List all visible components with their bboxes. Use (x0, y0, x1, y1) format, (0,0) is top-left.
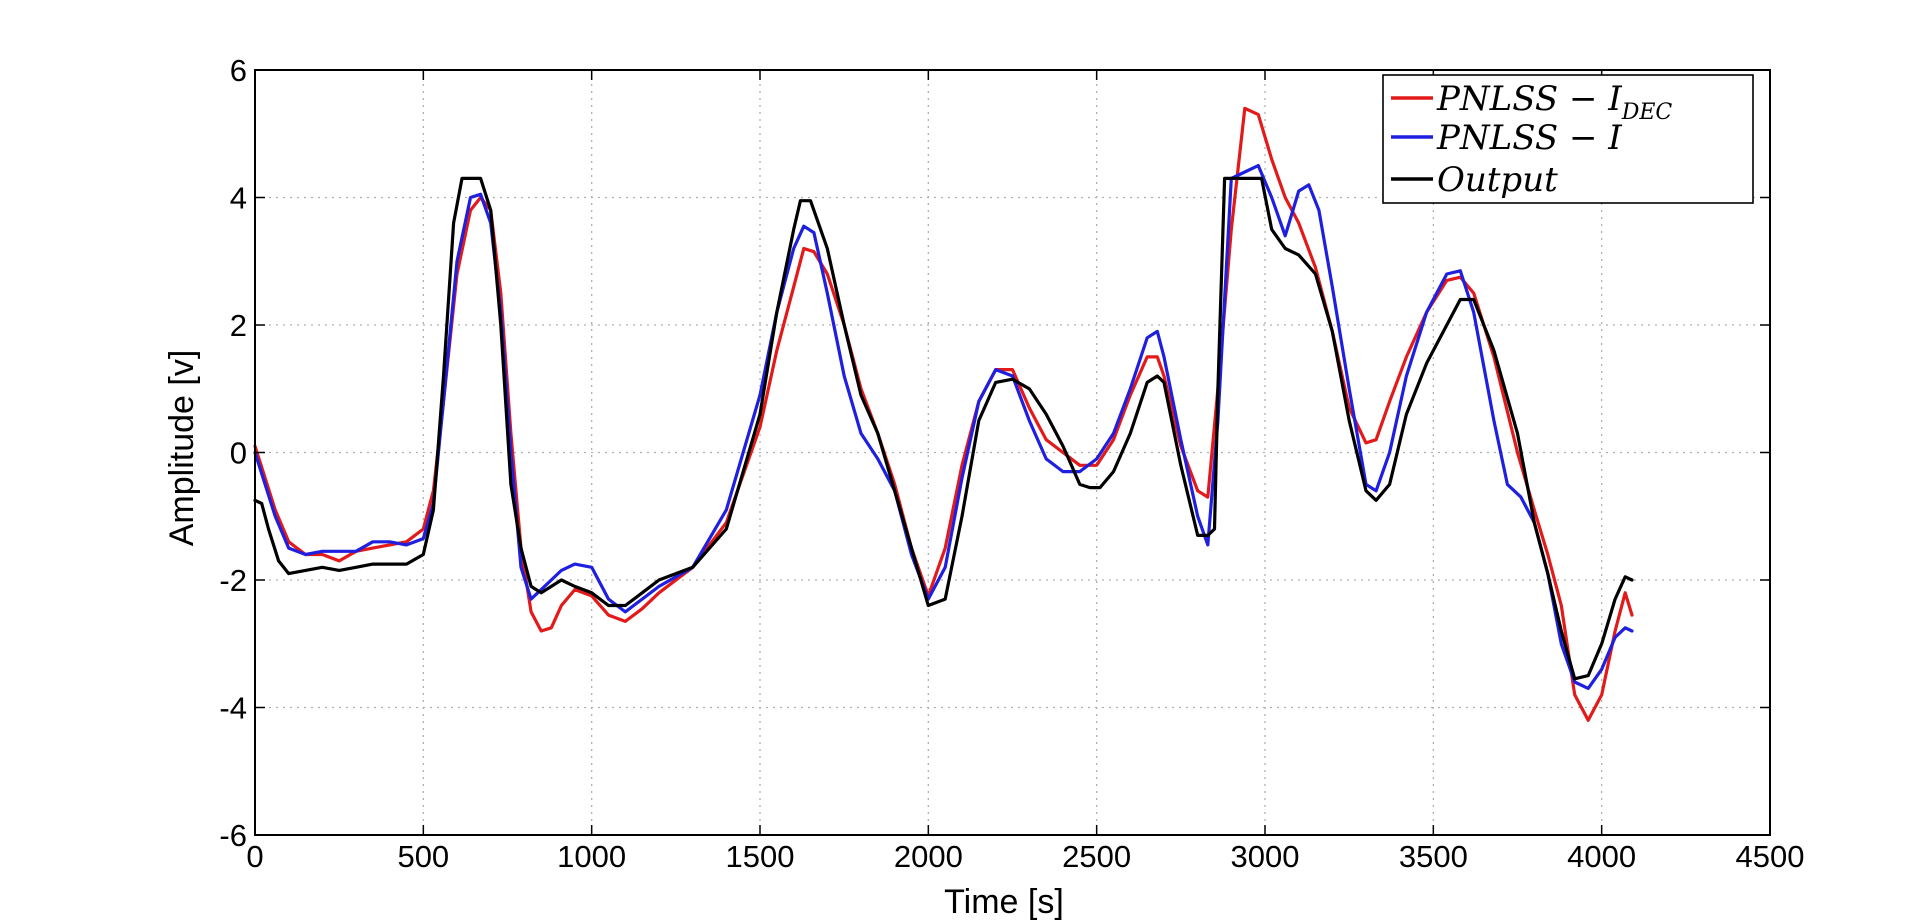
y-tick-labels: 6 4 2 0 -2 -4 -6 (219, 53, 247, 853)
series-line-1 (253, 164, 1634, 691)
x-tick-label: 0 (246, 839, 263, 874)
series-line-2 (253, 176, 1634, 681)
y-tick-label: 2 (230, 308, 247, 343)
ticks (254, 69, 1771, 836)
x-tick-label: 2500 (1062, 839, 1131, 874)
legend-label-1: PNLSS − I (1436, 118, 1622, 158)
x-axis-label: Time [s] (944, 883, 1064, 921)
x-tick-label: 500 (397, 839, 449, 874)
y-axis-label: Amplitude [v] (163, 350, 201, 547)
legend: PNLSS − IDEC PNLSS − I Output (1382, 74, 1754, 204)
legend-label-2: Output (1437, 160, 1558, 200)
series-lines (253, 106, 1634, 722)
x-tick-label: 3000 (1231, 839, 1300, 874)
y-tick-label: 6 (230, 53, 247, 88)
x-tick-label: 4000 (1567, 839, 1636, 874)
y-tick-label: -2 (219, 563, 247, 598)
series-line-0 (253, 106, 1634, 722)
x-tick-label: 1000 (557, 839, 626, 874)
y-tick-label: -6 (219, 818, 247, 853)
x-tick-label: 1500 (726, 839, 795, 874)
x-tick-labels: 0 500 1000 1500 2000 2500 3000 3500 4000 4500 (246, 839, 1804, 874)
y-tick-label: -4 (219, 691, 247, 726)
x-tick-label: 2000 (894, 839, 963, 874)
y-tick-label: 4 (230, 181, 247, 216)
x-tick-label: 3500 (1399, 839, 1468, 874)
legend-box (1382, 74, 1754, 204)
x-tick-label: 4500 (1736, 839, 1805, 874)
legend-label-0: PNLSS − IDEC (1436, 79, 1672, 125)
y-tick-label: 0 (230, 436, 247, 471)
